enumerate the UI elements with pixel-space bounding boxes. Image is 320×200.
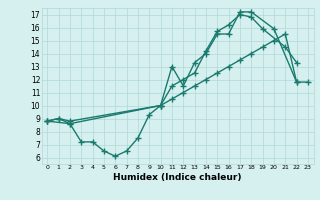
X-axis label: Humidex (Indice chaleur): Humidex (Indice chaleur): [113, 173, 242, 182]
